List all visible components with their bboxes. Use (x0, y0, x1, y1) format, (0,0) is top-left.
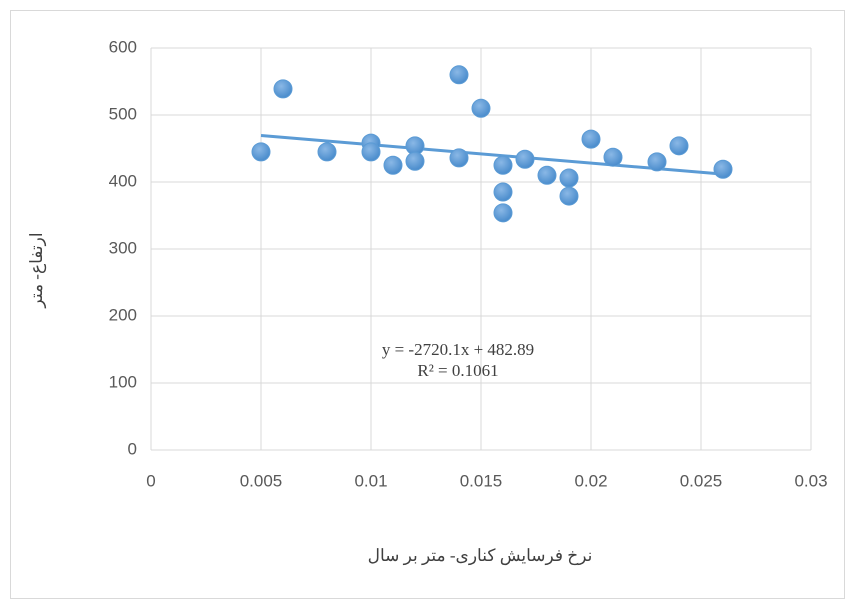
y-tick-label: 300 (109, 238, 137, 257)
chart-border (10, 10, 845, 599)
point (559, 168, 579, 188)
x-axis-title: نرخ فرسایش کناری- متر بر سال (368, 546, 593, 566)
point (537, 165, 557, 185)
point (713, 159, 733, 179)
y-tick-label: 400 (109, 171, 137, 190)
point (493, 203, 513, 223)
x-tick-label: 0.02 (574, 471, 607, 490)
point (669, 136, 689, 156)
x-tick-label: 0.025 (680, 471, 723, 490)
x-tick-label: 0.005 (240, 471, 283, 490)
point (493, 155, 513, 175)
x-tick-label: 0.03 (794, 471, 827, 490)
y-tick-label: 200 (109, 305, 137, 324)
trendline (260, 134, 724, 176)
point (559, 186, 579, 206)
point (515, 149, 535, 169)
y-tick-label: 100 (109, 372, 137, 391)
y-axis-title: ارتفاع- متر (27, 232, 47, 308)
point (581, 129, 601, 149)
point (471, 98, 491, 118)
y-tick-label: 500 (109, 104, 137, 123)
point (603, 147, 623, 167)
x-tick-label: 0.01 (354, 471, 387, 490)
trendline-r-squared: R² = 0.1061 (417, 361, 498, 380)
point (317, 142, 337, 162)
point (251, 142, 271, 162)
y-tick-label: 600 (109, 37, 137, 56)
point (647, 152, 667, 172)
trendline-equation: y = -2720.1x + 482.89 (382, 340, 534, 359)
point (273, 79, 293, 99)
point (361, 142, 381, 162)
point (383, 155, 403, 175)
point (449, 148, 469, 168)
point (493, 182, 513, 202)
point (449, 65, 469, 85)
point (405, 151, 425, 171)
y-tick-label: 0 (128, 439, 137, 458)
x-tick-label: 0.015 (460, 471, 503, 490)
x-tick-label: 0 (146, 471, 155, 490)
